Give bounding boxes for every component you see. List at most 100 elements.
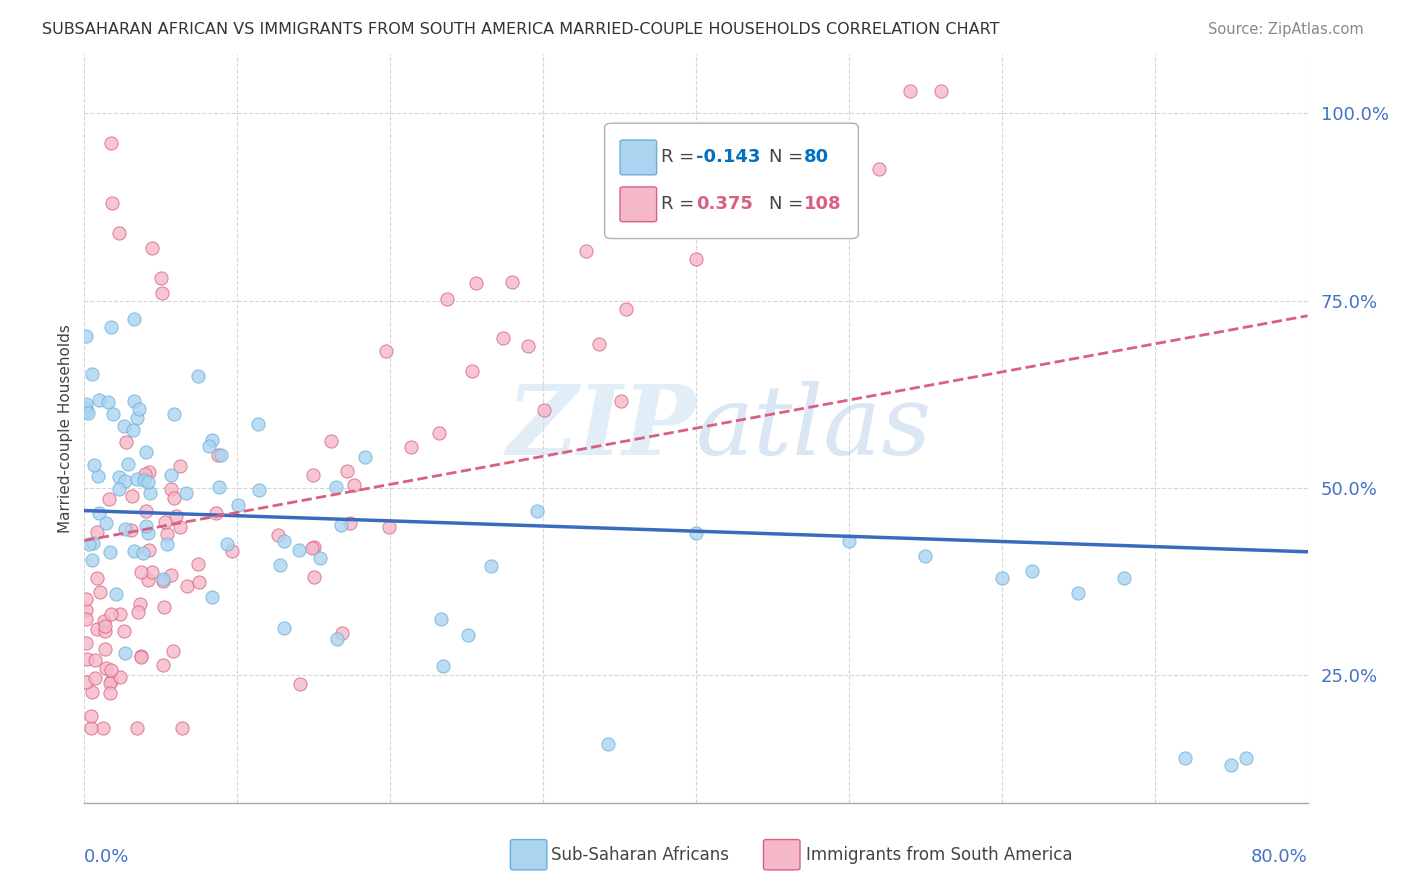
Point [75,404,97,418]
Text: Source: ZipAtlas.com: Source: ZipAtlas.com [1208,22,1364,37]
Point [84,653,107,667]
Point [98,545,121,559]
Point [100,676,122,690]
Point [97,394,120,409]
Point [838,533,860,548]
Point [502,275,524,289]
Point [325,480,347,494]
Point [1220,758,1243,772]
Text: R =: R = [661,195,700,213]
Point [301,541,323,555]
Point [1021,564,1043,578]
Point [86,572,108,586]
Point [132,546,155,560]
Point [610,393,633,408]
Point [197,439,219,453]
Point [112,624,135,639]
Point [155,526,177,541]
Point [898,84,921,98]
Point [93,642,115,657]
Point [75,592,97,607]
Point [339,516,361,531]
Point [267,528,290,542]
Point [247,417,270,431]
Point [215,537,238,551]
Point [83,458,105,472]
Point [375,343,398,358]
Point [169,520,191,534]
Y-axis label: Married-couple Households: Married-couple Households [58,324,73,533]
Point [82,367,104,381]
Point [108,670,131,684]
Point [156,537,179,551]
Point [205,506,228,520]
Point [807,202,830,216]
Point [517,339,540,353]
Point [128,402,150,417]
Point [87,392,110,407]
Point [457,628,479,642]
Point [76,652,98,666]
Point [150,286,173,301]
Point [1067,586,1090,600]
Point [187,557,209,571]
Point [188,574,211,589]
Point [141,566,163,580]
Point [134,467,156,481]
Point [342,478,364,492]
Point [153,515,176,529]
Point [1114,571,1136,585]
Point [354,450,377,465]
Point [93,624,115,638]
Point [614,301,637,316]
Point [84,671,107,685]
Text: SUBSAHARAN AFRICAN VS IMMIGRANTS FROM SOUTH AMERICA MARRIED-COUPLE HOUSEHOLDS CO: SUBSAHARAN AFRICAN VS IMMIGRANTS FROM SO… [42,22,1000,37]
Point [75,675,97,690]
Point [377,520,399,534]
Point [134,473,156,487]
Point [124,544,146,558]
Point [75,397,97,411]
Point [114,523,136,537]
Point [129,650,152,665]
Point [105,587,128,601]
Point [136,573,159,587]
Point [86,623,108,637]
Point [75,612,97,626]
Point [399,440,422,454]
Point [479,559,502,574]
Point [1234,751,1257,765]
Point [114,646,136,660]
Point [93,614,115,628]
Point [128,597,150,611]
Point [427,426,450,441]
Point [121,423,143,437]
Point [209,448,232,462]
Point [176,579,198,593]
Point [75,328,97,343]
Point [135,519,157,533]
Point [201,590,224,604]
Point [187,368,209,383]
Text: 80: 80 [804,148,830,167]
Point [86,525,108,540]
Point [125,721,148,735]
Point [100,663,122,677]
Point [100,320,122,334]
Point [659,215,682,229]
Point [82,685,104,699]
Point [141,241,163,255]
Point [269,558,291,572]
Point [914,549,936,563]
Point [152,658,174,673]
Point [96,516,118,530]
Point [321,434,343,448]
Point [533,402,555,417]
Point [247,483,270,497]
Point [747,176,769,190]
Point [162,644,184,658]
Point [89,506,111,520]
Point [110,607,132,621]
Point [330,625,353,640]
Point [115,435,138,450]
